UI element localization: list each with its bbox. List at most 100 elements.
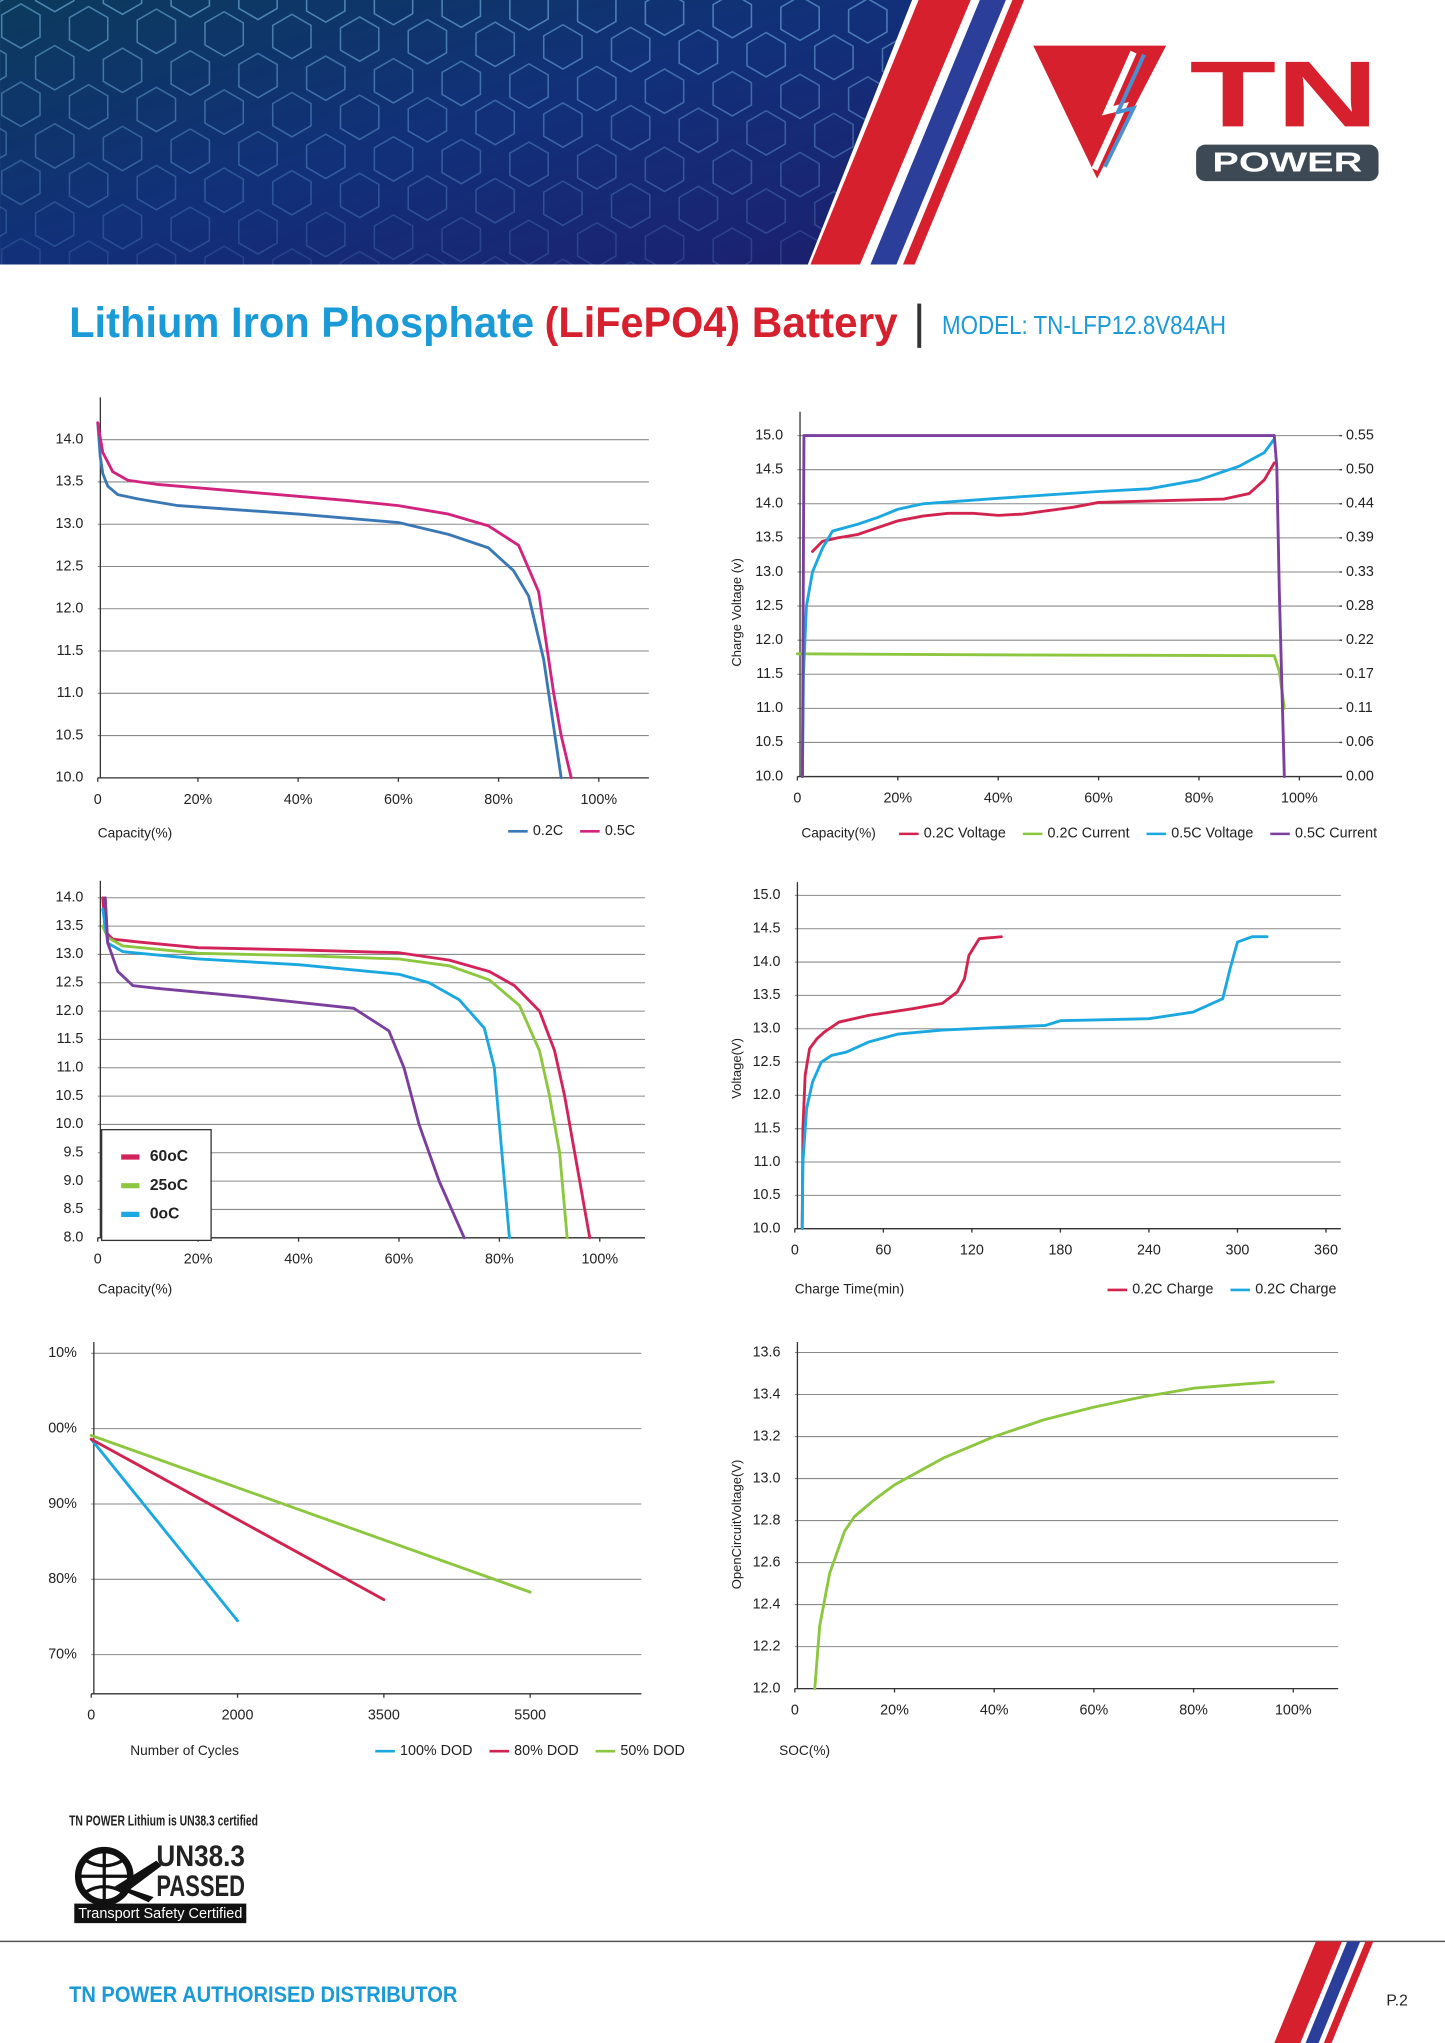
- legend-label: 60oC: [150, 1148, 188, 1165]
- hex: [339, 250, 380, 265]
- hex: [1086, 202, 1124, 246]
- legend-label: 0.2C Current: [1048, 826, 1130, 842]
- hex: [136, 8, 177, 55]
- hex: [509, 62, 549, 110]
- hex: [373, 57, 414, 104]
- hex: [1391, 98, 1429, 142]
- x-tick-label: 40%: [984, 790, 1013, 806]
- hex: [475, 21, 516, 68]
- hex: [34, 0, 75, 13]
- hex: [1323, 251, 1361, 295]
- hex: [1289, 288, 1327, 332]
- hex: [305, 55, 346, 102]
- y-tick-label: 80%: [48, 1571, 77, 1587]
- series-line: [89, 1437, 386, 1602]
- hex: [678, 107, 719, 154]
- hex: [305, 0, 346, 24]
- y-tick-label: 10.0: [56, 770, 84, 786]
- hex: [102, 125, 143, 172]
- chart: 10.0 10.5 11.0 11.5 12.0 12.5 13.0 13.5 14.0 0 20%…: [56, 397, 649, 840]
- y-tick-label: 8.0: [63, 1230, 83, 1246]
- hex: [238, 0, 278, 21]
- legend-box: [101, 1128, 212, 1242]
- hex: [373, 0, 414, 26]
- y-tick-label: 15.0: [755, 427, 783, 443]
- hex: [984, 238, 1022, 282]
- logo-power-box: [1196, 144, 1379, 182]
- hex: [1391, 176, 1429, 220]
- legend-label: 0.5C: [605, 823, 635, 839]
- y-tick-label: 12.0: [753, 1680, 781, 1696]
- logo-tn: TN: [1190, 41, 1379, 146]
- banner-image: [0, 0, 913, 265]
- y-tick-label: 13.5: [755, 530, 783, 546]
- y-tick-label: 13.0: [56, 946, 84, 962]
- y-tick-label: 11.0: [57, 1060, 84, 1076]
- x-tick-label: 120: [960, 1243, 984, 1259]
- y-tick-label: 12.8: [753, 1512, 781, 1528]
- hex: [1052, 241, 1090, 285]
- x-tick-label: 0: [791, 1703, 799, 1719]
- hex: [1323, 330, 1361, 374]
- footer: TN POWER AUTHORISED DISTRIBUTOR P.2: [0, 1940, 1445, 2043]
- hex: [610, 104, 651, 151]
- hex: [1221, 285, 1259, 329]
- hex: [339, 172, 380, 219]
- hex: [0, 81, 41, 128]
- y-tick-label: 14.0: [753, 954, 781, 970]
- y2-tick-label: 0.06: [1346, 734, 1374, 750]
- stripe: [1305, 1941, 1361, 2043]
- y-tick-label: 10.0: [753, 1220, 781, 1236]
- y-axis-label: OpenCircuitVoltage(V): [729, 1460, 744, 1590]
- legend-label: 0oC: [150, 1205, 180, 1222]
- series-line: [801, 434, 1286, 778]
- x-tick-label: 80%: [1179, 1703, 1208, 1719]
- hex: [271, 91, 312, 138]
- hex: [238, 130, 278, 177]
- y-tick-label: 15.0: [753, 887, 781, 903]
- hex: [102, 203, 143, 250]
- x-tick-label: 60%: [385, 1252, 414, 1268]
- y-axis-label: Charge Voltage (v): [729, 558, 744, 667]
- stripe: [810, 0, 971, 265]
- y-tick-label: 12.6: [753, 1554, 781, 1570]
- y-tick-label: 11.0: [57, 685, 84, 701]
- x-tick-label: 360: [1314, 1243, 1338, 1259]
- x-tick-label: 60%: [1080, 1703, 1109, 1719]
- hex: [204, 167, 245, 214]
- hex: [271, 169, 312, 216]
- logo: TN POWER: [1033, 41, 1379, 182]
- x-tick-label: 20%: [184, 792, 213, 808]
- hex: [576, 65, 617, 112]
- hex: [610, 26, 651, 73]
- hex: [746, 109, 787, 156]
- legend-label: 100% DOD: [400, 1743, 472, 1759]
- y-tick-label: 90%: [48, 1496, 77, 1512]
- hex: [441, 216, 482, 263]
- hex: [102, 0, 143, 16]
- y-tick-label: 11.5: [754, 1120, 781, 1136]
- y-tick-label: 14.0: [56, 890, 84, 906]
- y-tick-label: 14.0: [755, 496, 783, 512]
- y-tick-label: 10.0: [56, 1116, 84, 1132]
- hex: [0, 3, 41, 50]
- logo-power: POWER: [1212, 146, 1362, 177]
- x-tick-label: 40%: [284, 792, 313, 808]
- hex: [509, 0, 549, 31]
- hex: [34, 122, 75, 169]
- separator: [917, 303, 922, 348]
- hex: [780, 151, 820, 198]
- hex: [0, 159, 41, 206]
- hex: [441, 0, 482, 29]
- y-tick-label: 12.5: [753, 1054, 781, 1070]
- y-tick-label: 13.5: [753, 987, 781, 1003]
- y-tick-label: 13.0: [753, 1020, 781, 1036]
- y-tick-label: 13.0: [753, 1470, 781, 1486]
- hex: [1187, 246, 1225, 290]
- y-tick-label: 13.4: [753, 1386, 781, 1402]
- hex: [170, 128, 211, 175]
- x-axis-label: SOC(%): [779, 1743, 830, 1758]
- x-tick-label: 100%: [581, 1252, 618, 1268]
- model: MODEL: TN-LFP12.8V84AH: [942, 310, 1226, 340]
